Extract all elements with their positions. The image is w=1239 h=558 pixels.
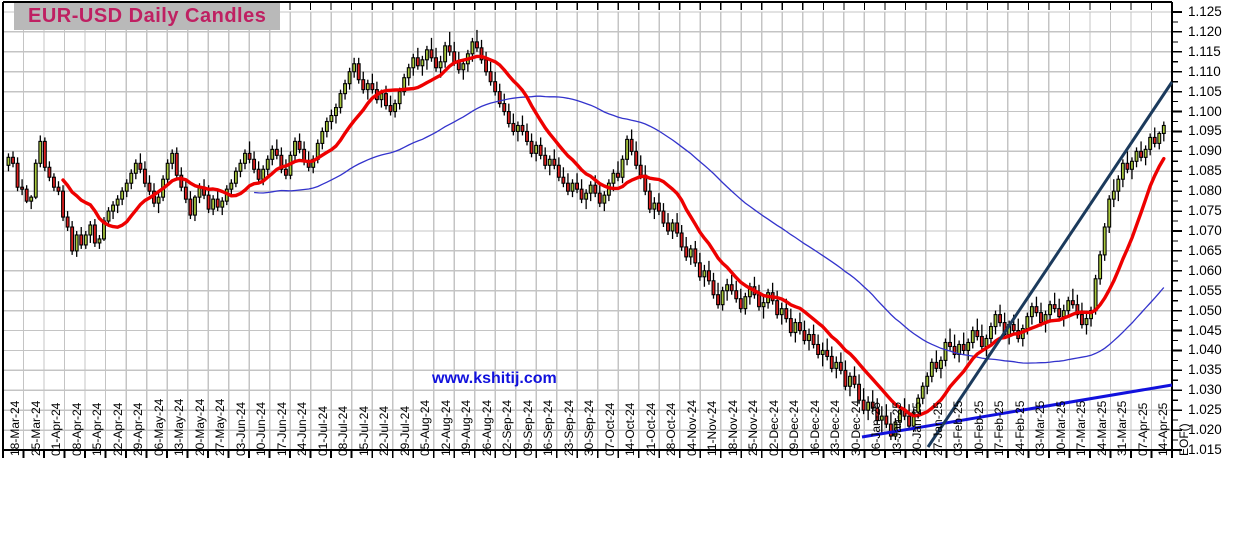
- x-axis-tick-label: 13-Jan-25: [889, 401, 904, 456]
- x-axis-tick-label: 08-Jul-24: [336, 405, 351, 456]
- x-axis-tick-label: 18-Mar-24: [8, 400, 22, 456]
- x-axis-tick-label: 08-Apr-24: [69, 402, 84, 456]
- y-axis-tick-label: 1.035: [1188, 362, 1222, 378]
- x-axis-tick-label: 10-Feb-25: [971, 400, 986, 456]
- y-axis-tick-label: 1.020: [1188, 422, 1222, 438]
- y-axis-tick-label: 1.115: [1188, 43, 1221, 59]
- y-axis-tick-label: 1.080: [1188, 183, 1222, 199]
- x-axis-tick-label: 28-Oct-24: [664, 402, 679, 456]
- x-axis-tick-label: 17-Mar-25: [1074, 400, 1089, 456]
- y-axis-tick-label: 1.015: [1188, 442, 1222, 457]
- x-axis-tick-label: 11-Nov-24: [705, 400, 720, 456]
- x-axis-tick-label: 09-Sep-24: [520, 399, 535, 456]
- watermark-url: www.kshitij.com: [432, 370, 557, 387]
- x-axis-tick-label: 02-Sep-24: [500, 399, 515, 456]
- y-axis-tick-label: 1.055: [1188, 282, 1222, 298]
- candles-layer: [6, 29, 1166, 441]
- x-axis-tick-label: 26-Aug-24: [479, 399, 494, 456]
- x-axis-tick-label: 30-Dec-24: [848, 399, 863, 456]
- x-axis-tick-label: 20-Jan-25: [910, 401, 925, 456]
- x-axis-tick-label: 07-Oct-24: [602, 402, 617, 456]
- grid-layer: [2, 11, 1173, 451]
- x-axis-tick-label: 23-Dec-24: [828, 399, 843, 456]
- x-axis-tick-label: 04-Nov-24: [684, 399, 699, 456]
- x-axis-tick-label: 24-Jun-24: [295, 401, 310, 456]
- y-axis-tick-label: 1.075: [1188, 203, 1222, 219]
- x-axis-tick-label: 12-Aug-24: [438, 399, 453, 456]
- y-axis-tick-label: 1.025: [1188, 402, 1222, 418]
- x-axis-tick-label: 02-Dec-24: [766, 399, 781, 456]
- moving-average-layer: [61, 54, 1166, 418]
- x-axis-tick-label: 14-Apr-25: [1156, 402, 1171, 456]
- x-axis-tick-label: 19-Aug-24: [459, 399, 474, 456]
- x-axis-tick-label: 03-Jun-24: [233, 401, 248, 456]
- x-axis-tick-label: 24-Mar-25: [1094, 400, 1109, 456]
- y-axis-tick-label: 1.125: [1188, 4, 1222, 19]
- x-axis-tick-label: 01-Jul-24: [315, 405, 330, 456]
- x-axis-tick-label: 17-Jun-24: [274, 401, 289, 456]
- x-axis-tick-label: 21-Oct-24: [643, 402, 658, 456]
- x-axis-tick-label: 06-May-24: [151, 398, 166, 456]
- x-axis-tick-label: 25-Mar-24: [28, 400, 43, 456]
- x-axis-tick-label: 10-Mar-25: [1053, 400, 1068, 456]
- y-axis-tick-label: 1.060: [1188, 262, 1222, 278]
- x-axis-tick-label: 13-May-24: [172, 398, 187, 456]
- x-axis-tick-label: 24-Feb-25: [1012, 400, 1027, 456]
- y-axis-tick-label: 1.030: [1188, 382, 1222, 398]
- y-axis-tick-label: 1.105: [1188, 83, 1222, 99]
- x-axis-tick-label: 14-Oct-24: [623, 402, 638, 456]
- x-axis-tick-label: 16-Dec-24: [807, 399, 822, 456]
- y-axis-tick-label: 1.040: [1188, 342, 1222, 358]
- x-axis-tick-label: 27-May-24: [213, 398, 228, 456]
- trendline-layer: [861, 81, 1174, 448]
- x-axis-tick-label: 22-Apr-24: [110, 402, 125, 456]
- x-axis-tick-label: 29-Apr-24: [131, 402, 146, 456]
- y-axis-tick-label: 1.090: [1188, 143, 1222, 159]
- y-axis-tick-label: 1.050: [1188, 302, 1222, 318]
- x-axis-tick-label: 23-Sep-24: [561, 399, 576, 456]
- x-axis-tick-label: 03-Feb-25: [951, 400, 966, 456]
- x-axis-tick-label: 09-Dec-24: [787, 399, 802, 456]
- x-axis-tick-label: 29-Jul-24: [397, 405, 412, 456]
- plot-border: [1, 0, 1174, 452]
- y-axis-tick-label: 1.045: [1188, 322, 1222, 338]
- x-axis-tick-label: 27-Jan-25: [930, 401, 945, 456]
- y-axis-tick-label: 1.100: [1188, 103, 1222, 119]
- x-axis-tick-label: 22-Jul-24: [377, 405, 392, 456]
- x-axis-tick-label: 17-Feb-25: [992, 400, 1007, 456]
- page-title: EUR-USD Daily Candles: [28, 5, 267, 27]
- x-axis-tick-label: 06-Jan-25: [869, 401, 884, 456]
- y-axis-tick-label: 1.065: [1188, 242, 1222, 258]
- x-axis-tick-label: 03-Mar-25: [1033, 400, 1048, 456]
- axis-ticks-layer: [2, 2, 1182, 458]
- y-axis-tick-label: 1.085: [1188, 163, 1222, 179]
- x-axis-tick-label: 10-Jun-24: [254, 401, 269, 456]
- x-axis-tick-label: 30-Sep-24: [582, 399, 597, 456]
- x-axis-tick-label: 15-Jul-24: [356, 405, 371, 456]
- x-axis-tick-label: 20-May-24: [192, 398, 207, 456]
- y-axis-tick-label: 1.070: [1188, 223, 1222, 238]
- x-axis-tick-label: 01-Apr-24: [49, 402, 64, 456]
- x-axis-tick-label: 15-Apr-24: [90, 402, 105, 456]
- y-axis-tick-label: 1.095: [1188, 123, 1222, 139]
- chart-title-box: EUR-USD Daily Candles: [14, 3, 281, 30]
- x-axis-tick-label: 16-Sep-24: [541, 399, 556, 456]
- y-axis-tick-label: 1.110: [1188, 63, 1221, 79]
- x-axis-tick-label: 05-Aug-24: [418, 399, 433, 456]
- x-axis-tick-label: 18-Nov-24: [725, 399, 740, 456]
- x-axis-tick-label: 07-Apr-25: [1135, 402, 1150, 456]
- x-axis-tick-label: 31-Mar-25: [1115, 400, 1130, 456]
- x-axis-tick-label: 25-Nov-24: [746, 399, 761, 456]
- y-axis-tick-label: 1.120: [1188, 23, 1222, 39]
